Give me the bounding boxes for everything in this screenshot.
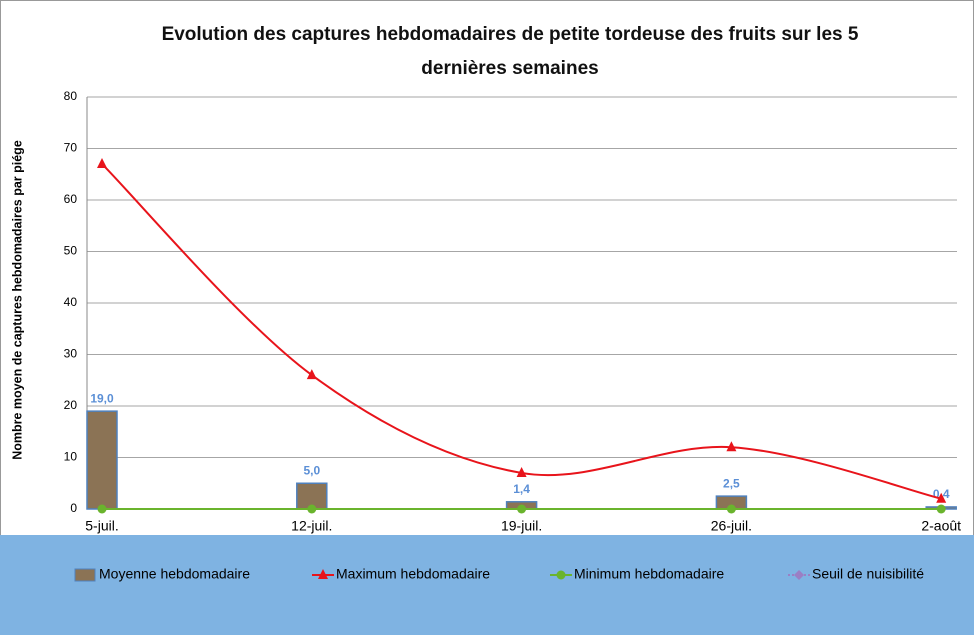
marker bbox=[97, 157, 107, 168]
marker bbox=[936, 504, 946, 514]
marker bbox=[517, 504, 527, 514]
x-tick-label: 5-juil. bbox=[85, 518, 118, 534]
marker bbox=[794, 570, 804, 580]
legend-label: Maximum hebdomadaire bbox=[336, 566, 490, 582]
y-tick-label: 80 bbox=[64, 89, 78, 103]
y-axis-label: Nombre moyen de captures hebdomadaires p… bbox=[10, 140, 24, 460]
legend-swatch bbox=[74, 568, 96, 582]
legend-item: Minimum hebdomadaire bbox=[550, 566, 724, 582]
marker bbox=[516, 466, 527, 477]
legend-item: Seuil de nuisibilité bbox=[788, 566, 924, 582]
marker bbox=[726, 441, 737, 452]
data-label: 2,5 bbox=[723, 476, 740, 490]
data-label: 1,4 bbox=[513, 482, 530, 496]
marker bbox=[307, 504, 317, 514]
bar bbox=[86, 410, 118, 510]
legend-label: Moyenne hebdomadaire bbox=[99, 566, 250, 582]
marker bbox=[936, 492, 947, 503]
y-tick-label: 50 bbox=[64, 244, 78, 258]
legend-label: Minimum hebdomadaire bbox=[574, 566, 724, 582]
marker bbox=[306, 369, 317, 380]
data-label: 19,0 bbox=[90, 391, 114, 405]
y-tick-label: 0 bbox=[70, 501, 77, 515]
y-tick-label: 10 bbox=[64, 450, 78, 464]
marker bbox=[556, 570, 566, 580]
legend-item: Moyenne hebdomadaire bbox=[74, 566, 250, 582]
x-tick-label: 26-juil. bbox=[711, 518, 752, 534]
data-label: 5,0 bbox=[303, 463, 320, 477]
marker bbox=[318, 569, 328, 579]
y-tick-label: 60 bbox=[64, 192, 78, 206]
chart-title: Evolution des captures hebdomadaires de … bbox=[161, 24, 859, 79]
x-tick-label: 12-juil. bbox=[291, 518, 332, 534]
x-tick-label: 2-août bbox=[921, 518, 961, 534]
legend-item: Maximum hebdomadaire bbox=[312, 566, 490, 582]
line bbox=[101, 163, 942, 500]
y-tick-label: 70 bbox=[64, 141, 78, 155]
y-tick-label: 20 bbox=[64, 398, 78, 412]
marker bbox=[97, 504, 107, 514]
y-tick-label: 30 bbox=[64, 347, 78, 361]
marker bbox=[726, 504, 736, 514]
x-tick-label: 19-juil. bbox=[501, 518, 542, 534]
y-tick-label: 40 bbox=[64, 295, 78, 309]
legend-band bbox=[0, 535, 974, 635]
legend-label: Seuil de nuisibilité bbox=[812, 566, 924, 582]
